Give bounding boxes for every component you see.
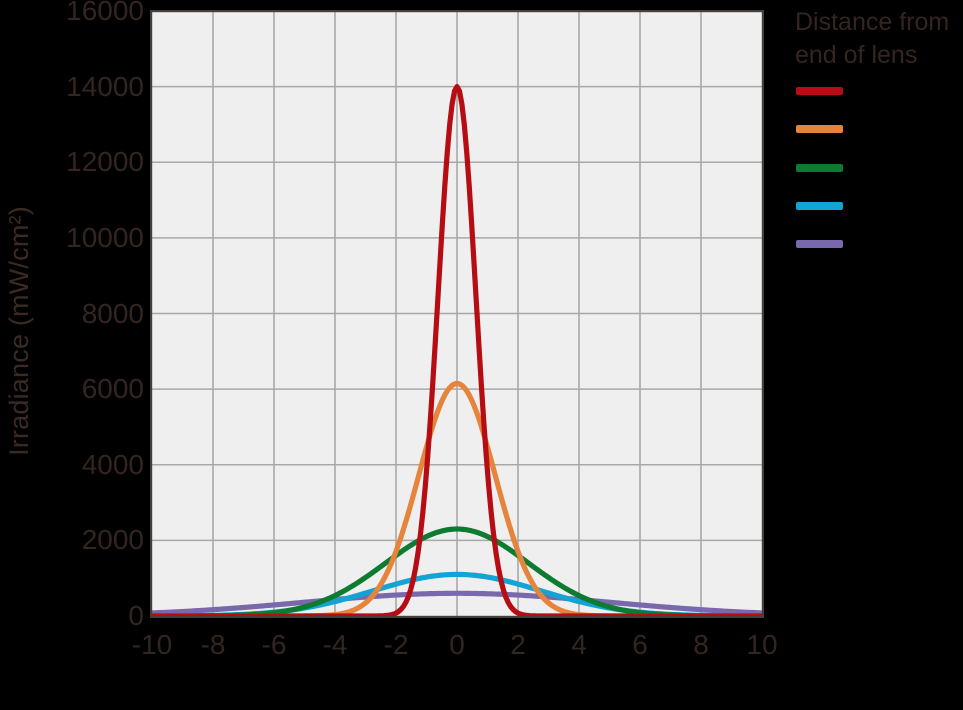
y-tick-label: 12000: [66, 146, 144, 178]
x-tick-label: 6: [632, 629, 648, 660]
plot-area: [149, 9, 765, 619]
x-tick-label: 0: [449, 629, 465, 660]
legend: Distance from end of lens: [795, 6, 963, 249]
legend-title-line2: end of lens: [795, 41, 918, 69]
legend-swatch-red: [796, 87, 843, 95]
y-tick-label: 6000: [81, 373, 144, 405]
x-tick-label: -2: [383, 629, 409, 660]
x-tick-label: 8: [693, 629, 709, 660]
x-tick-label: 4: [571, 629, 587, 660]
y-tick-label: 2000: [81, 524, 144, 556]
y-tick-label: 16000: [66, 0, 144, 26]
plot-border: [149, 9, 765, 619]
y-tick-label: 0: [128, 600, 144, 631]
x-tick-label: -8: [200, 629, 226, 660]
legend-title-line1: Distance from: [795, 8, 950, 36]
legend-swatch-green: [796, 163, 843, 172]
legend-swatch-purple: [796, 240, 843, 249]
plot-canvas: [149, 9, 765, 619]
y-tick-label: 10000: [66, 221, 144, 253]
y-tick-label: 8000: [81, 297, 144, 329]
legend-swatch-orange: [796, 125, 843, 134]
x-tick-label: -6: [261, 629, 287, 660]
x-tick-label: 2: [510, 629, 526, 660]
x-tick-label: 10: [746, 629, 778, 660]
curve-purple: [149, 590, 765, 616]
x-tick-label: -10: [131, 629, 173, 660]
y-tick-label: 14000: [66, 70, 144, 102]
x-tick-label: -4: [322, 629, 348, 660]
legend-swatch-cyan: [796, 201, 843, 210]
y-tick-label: 4000: [81, 448, 144, 480]
